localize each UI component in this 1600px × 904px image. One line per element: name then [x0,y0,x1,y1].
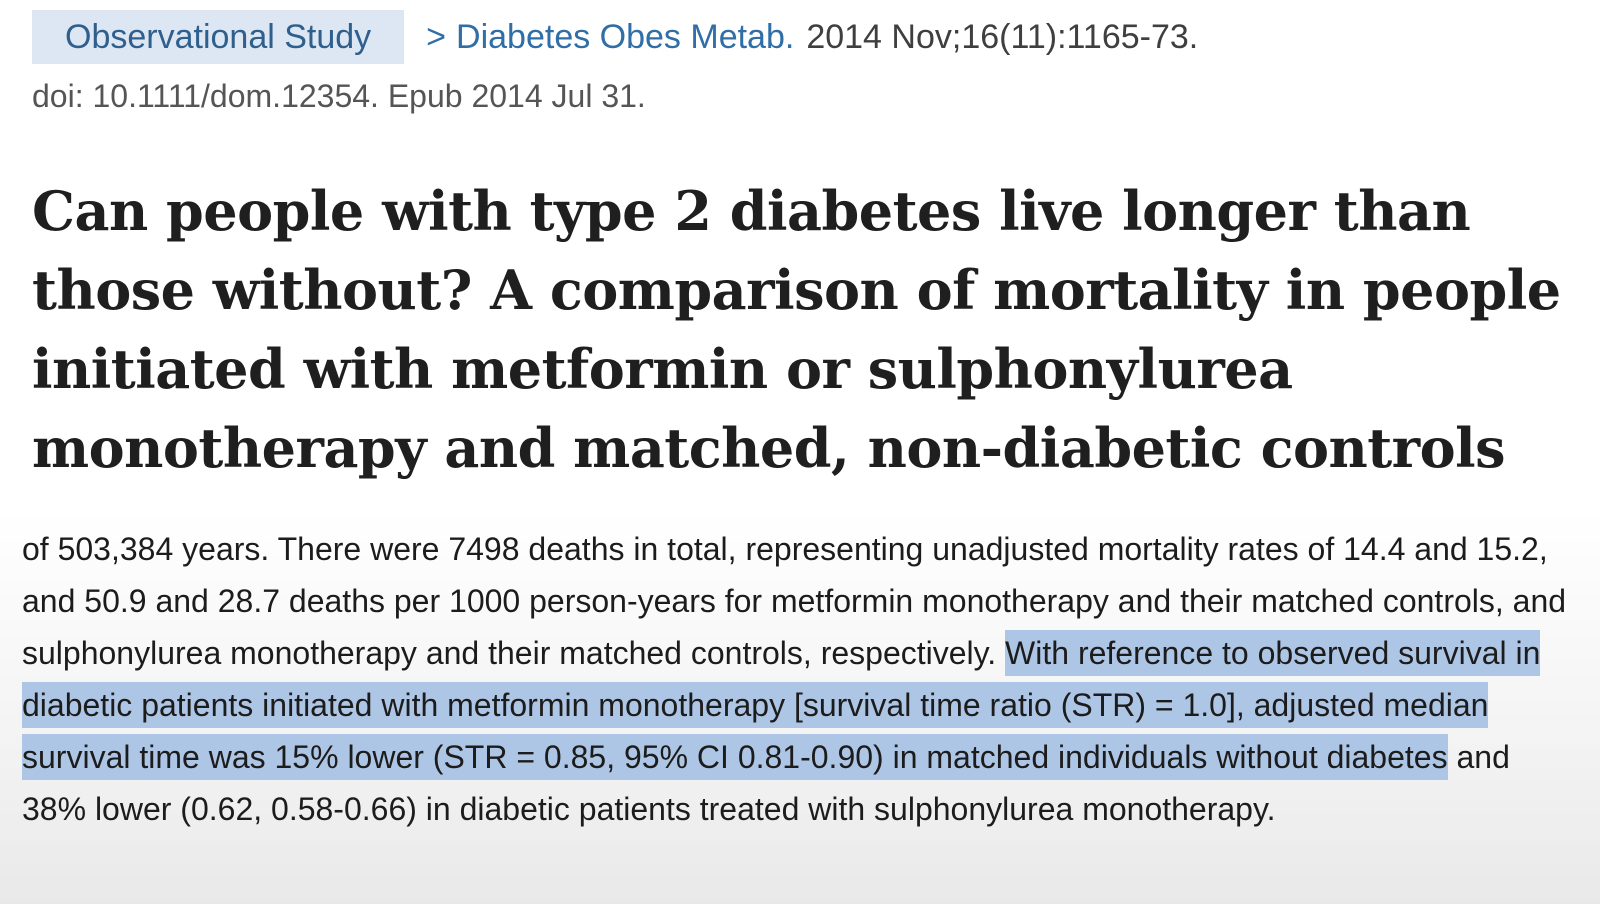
article-title: Can people with type 2 diabetes live lon… [32,179,1561,480]
citation-header: Observational Study > Diabetes Obes Meta… [32,10,1198,64]
doi-line: doi: 10.1111/dom.12354. Epub 2014 Jul 31… [32,78,646,114]
journal-link[interactable]: Diabetes Obes Metab. [456,17,795,56]
abstract-text-after: and 38% lower (0.62, 0.58-0.66) in diabe… [22,739,1510,827]
abstract-text-before: of 503,384 years. There were 7498 deaths… [22,531,1567,671]
abstract-panel: of 503,384 years. There were 7498 deaths… [0,510,1600,904]
citation-text: 2014 Nov;16(11):1165-73. [806,17,1199,56]
chevron-right-icon: > [426,17,447,56]
abstract-text: of 503,384 years. There were 7498 deaths… [22,523,1582,835]
study-type-badge[interactable]: Observational Study [32,10,405,64]
